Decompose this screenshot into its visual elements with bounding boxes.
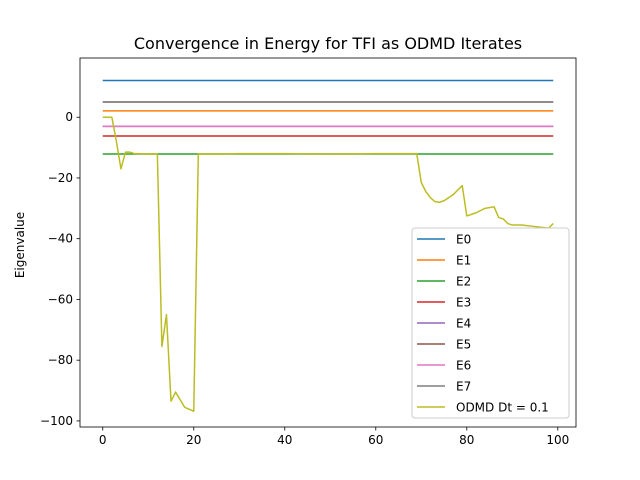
legend-label-e6: E6 (456, 359, 471, 373)
chart-title: Convergence in Energy for TFI as ODMD It… (134, 34, 522, 53)
y-tick-label: −40 (48, 232, 73, 246)
y-tick-label: −60 (48, 292, 73, 306)
plot-area (102, 79, 554, 412)
x-tick-label: 0 (99, 433, 107, 447)
legend-box (411, 227, 570, 419)
legend-label-odmd-dt-0-1: ODMD Dt = 0.1 (456, 401, 549, 415)
y-tick-label: −20 (48, 171, 73, 185)
y-tick-label: 0 (65, 110, 73, 124)
legend-label-e7: E7 (456, 380, 471, 394)
legend-label-e3: E3 (456, 296, 471, 310)
y-axis-label: Eigenvalue (13, 212, 27, 278)
legend-label-e0: E0 (456, 233, 471, 247)
series-line-odmd-dt-0-1 (102, 116, 554, 412)
x-tick-label: 80 (459, 433, 474, 447)
plot-frame (79, 57, 577, 428)
y-tick-label: −80 (48, 353, 73, 367)
legend: E0 E1 E2 E3 E4 E5 E6 E7 ODMD Dt = 0.1 (411, 227, 570, 419)
legend-label-e5: E5 (456, 338, 471, 352)
x-tick-label: 60 (368, 433, 383, 447)
axes: 0 20 40 60 80 100 −100 −80 −60 −40 −20 0 (40, 57, 577, 447)
legend-label-e1: E1 (456, 254, 471, 268)
y-tick-label: −100 (40, 414, 73, 428)
x-tick-label: 40 (277, 433, 292, 447)
legend-label-e4: E4 (456, 317, 471, 331)
x-tick-label: 100 (546, 433, 569, 447)
x-tick-label: 20 (186, 433, 201, 447)
legend-label-e2: E2 (456, 275, 471, 289)
